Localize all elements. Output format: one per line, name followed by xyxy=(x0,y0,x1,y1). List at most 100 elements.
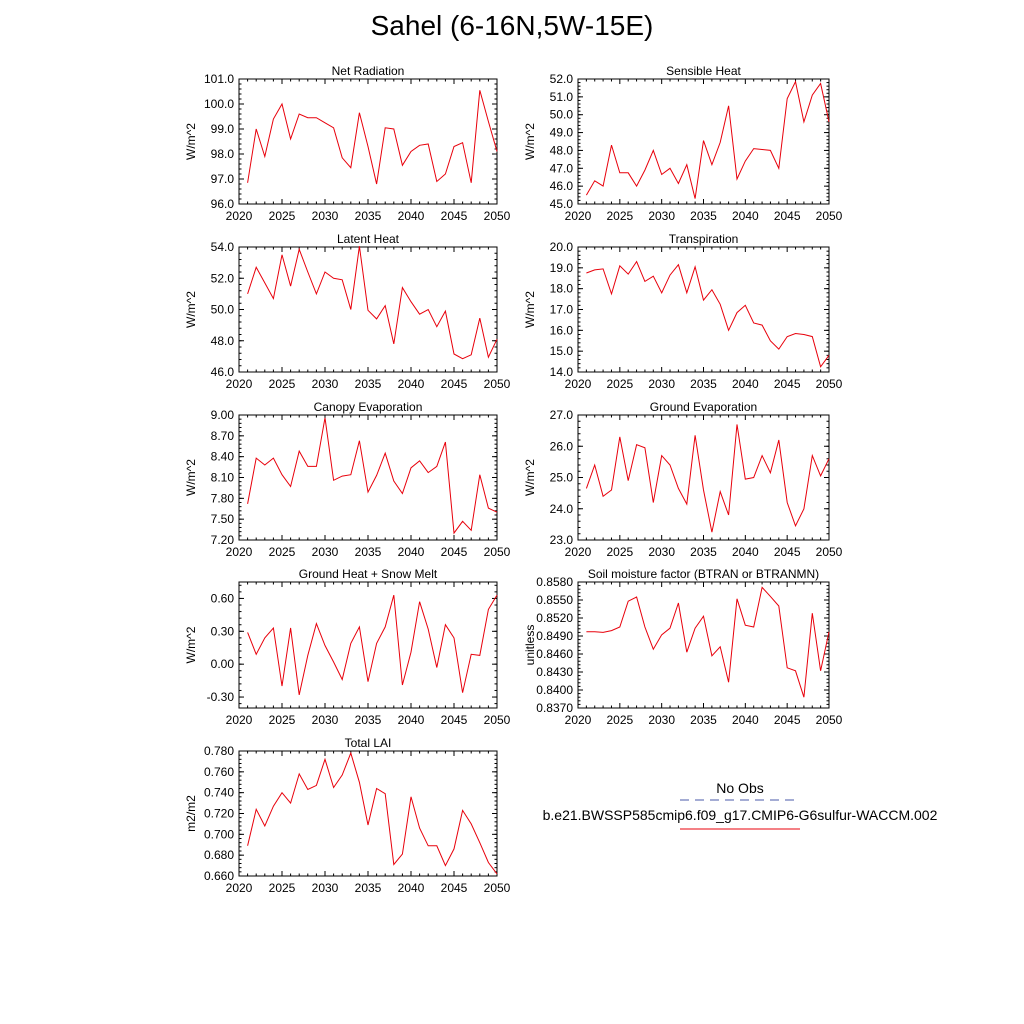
y-tick-label: 46.0 xyxy=(550,179,574,193)
y-tick-label: 97.0 xyxy=(211,172,235,186)
panel-title: Transpiration xyxy=(669,232,739,246)
x-tick-label: 2025 xyxy=(606,545,633,559)
y-tick-label: 0.8460 xyxy=(536,647,573,661)
x-tick-label: 2045 xyxy=(774,377,801,391)
x-tick-label: 2020 xyxy=(226,545,253,559)
y-tick-label: 7.80 xyxy=(211,491,235,505)
figure-title: Sahel (6-16N,5W-15E) xyxy=(370,10,654,41)
legend-model-label: b.e21.BWSSP585cmip6.f09_g17.CMIP6-G6sulf… xyxy=(542,807,938,823)
y-tick-label: 14.0 xyxy=(550,365,574,379)
panel-title: Net Radiation xyxy=(332,64,405,78)
series-line xyxy=(247,417,498,535)
x-tick-label: 2050 xyxy=(816,377,843,391)
y-tick-label: 48.0 xyxy=(550,143,574,157)
x-tick-label: 2020 xyxy=(565,209,592,223)
x-tick-label: 2045 xyxy=(441,881,468,895)
x-tick-label: 2045 xyxy=(774,713,801,727)
x-tick-label: 2050 xyxy=(484,713,511,727)
y-tick-label: 50.0 xyxy=(550,108,574,122)
x-tick-label: 2035 xyxy=(690,209,717,223)
chart-panel-9: Total LAI m2/m2 2020 2025 2030 2035 2040 2045 20… xyxy=(184,736,511,895)
x-tick-label: 2040 xyxy=(398,545,425,559)
x-tick-label: 2020 xyxy=(226,377,253,391)
legend-obs-label: No Obs xyxy=(716,780,764,796)
x-tick-label: 2030 xyxy=(648,545,675,559)
chart-panel-6: Ground Evaporation W/m^2 2020 2025 2030 2035 2… xyxy=(523,400,843,559)
series-line xyxy=(586,260,830,368)
panel-title: Ground Evaporation xyxy=(650,400,757,414)
y-tick-label: 98.0 xyxy=(211,147,235,161)
y-tick-label: 23.0 xyxy=(550,533,574,547)
x-tick-label: 2040 xyxy=(398,881,425,895)
plot-frame xyxy=(238,414,498,541)
series-line xyxy=(247,90,498,185)
x-tick-label: 2030 xyxy=(648,209,675,223)
y-axis-label: W/m^2 xyxy=(523,123,537,160)
y-tick-label: 18.0 xyxy=(550,282,574,296)
y-tick-label: 0.60 xyxy=(211,591,235,605)
y-tick-label: 0.660 xyxy=(204,869,234,883)
y-tick-label: 46.0 xyxy=(211,365,235,379)
y-tick-label: 48.0 xyxy=(211,334,235,348)
y-tick-label: 0.30 xyxy=(211,624,235,638)
plot-frame xyxy=(238,581,498,709)
x-tick-label: 2020 xyxy=(226,881,253,895)
y-tick-label: 7.50 xyxy=(211,512,235,526)
x-tick-label: 2050 xyxy=(816,545,843,559)
x-tick-label: 2045 xyxy=(441,713,468,727)
plot-frame xyxy=(238,750,498,877)
x-tick-label: 2040 xyxy=(732,209,759,223)
x-tick-label: 2050 xyxy=(484,881,511,895)
y-tick-label: 26.0 xyxy=(550,439,574,453)
x-tick-label: 2050 xyxy=(484,209,511,223)
y-tick-label: 27.0 xyxy=(550,408,574,422)
y-tick-label: 15.0 xyxy=(550,344,574,358)
x-tick-label: 2030 xyxy=(312,377,339,391)
chart-panel-1: Net Radiation W/m^2 2020 2025 2030 2035 2040 20… xyxy=(184,64,511,223)
y-tick-label: 25.0 xyxy=(550,471,574,485)
series-line xyxy=(247,594,498,696)
x-tick-label: 2035 xyxy=(690,713,717,727)
y-tick-label: 51.0 xyxy=(550,90,574,104)
panel-title: Sensible Heat xyxy=(666,64,741,78)
y-axis-label: m2/m2 xyxy=(184,795,198,832)
y-tick-label: 0.8550 xyxy=(536,593,573,607)
panel-title: Canopy Evaporation xyxy=(314,400,423,414)
y-axis-label: unitless xyxy=(523,625,537,666)
x-tick-label: 2040 xyxy=(732,545,759,559)
y-tick-label: 8.10 xyxy=(211,471,235,485)
y-tick-label: 8.40 xyxy=(211,450,235,464)
y-tick-label: 52.0 xyxy=(211,271,235,285)
x-tick-label: 2025 xyxy=(606,377,633,391)
x-tick-label: 2045 xyxy=(774,209,801,223)
y-tick-label: 16.0 xyxy=(550,323,574,337)
y-tick-label: 0.760 xyxy=(204,765,234,779)
x-tick-label: 2030 xyxy=(312,545,339,559)
x-tick-label: 2045 xyxy=(441,209,468,223)
y-tick-label: 0.8580 xyxy=(536,575,573,589)
x-tick-label: 2050 xyxy=(484,377,511,391)
x-tick-label: 2030 xyxy=(648,713,675,727)
chart-panel-2: Sensible Heat W/m^2 2020 2025 2030 2035 2040 20… xyxy=(523,64,843,223)
x-tick-label: 2020 xyxy=(226,209,253,223)
y-tick-label: 24.0 xyxy=(550,502,574,516)
y-tick-label: 8.70 xyxy=(211,429,235,443)
plot-frame xyxy=(577,581,830,709)
y-tick-label: 0.8400 xyxy=(536,683,573,697)
y-tick-label: 47.0 xyxy=(550,161,574,175)
x-tick-label: 2025 xyxy=(269,545,296,559)
panel-title: Soil moisture factor (BTRAN or BTRANMN) xyxy=(588,567,819,581)
panel-title: Total LAI xyxy=(345,736,392,750)
series-line xyxy=(585,80,830,199)
x-tick-label: 2025 xyxy=(606,209,633,223)
x-tick-label: 2040 xyxy=(732,377,759,391)
x-tick-label: 2020 xyxy=(565,545,592,559)
y-tick-label: 0.8430 xyxy=(536,665,573,679)
x-tick-label: 2020 xyxy=(565,377,592,391)
x-tick-label: 2040 xyxy=(732,713,759,727)
y-axis-label: W/m^2 xyxy=(184,626,198,663)
x-tick-label: 2040 xyxy=(398,209,425,223)
y-tick-label: 0.700 xyxy=(204,827,234,841)
x-tick-label: 2035 xyxy=(355,209,382,223)
y-axis-label: W/m^2 xyxy=(523,459,537,496)
